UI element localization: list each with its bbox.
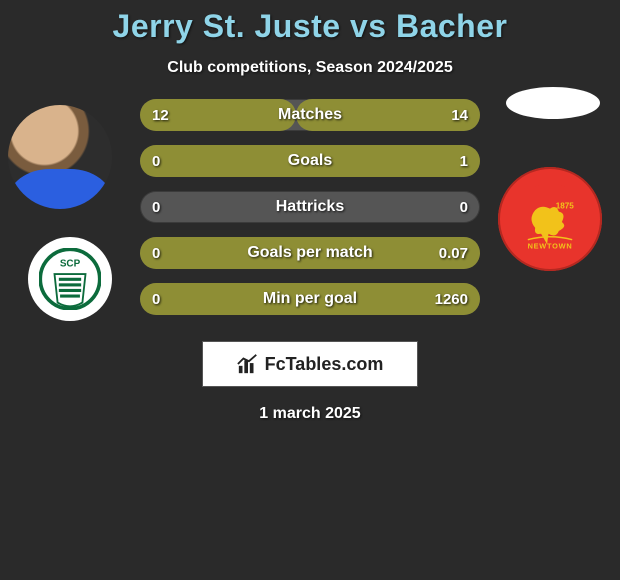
brand-text: FcTables.com: [265, 354, 384, 375]
stat-row: 0 Hattricks 0: [140, 191, 480, 223]
stat-value-left: 0: [152, 291, 160, 308]
stat-label: Goals per match: [247, 244, 372, 262]
stat-value-left: 0: [152, 199, 160, 216]
page-title: Jerry St. Juste vs Bacher: [0, 0, 620, 45]
stat-value-left: 0: [152, 153, 160, 170]
brand-box[interactable]: FcTables.com: [202, 341, 418, 387]
stat-label: Min per goal: [263, 290, 357, 308]
sporting-cp-icon: SCP: [39, 248, 101, 310]
stat-value-right: 0: [460, 199, 468, 216]
svg-text:NEWTOWN: NEWTOWN: [528, 242, 573, 251]
stat-row: 0 Min per goal 1260: [140, 283, 480, 315]
stat-label: Hattricks: [276, 198, 344, 216]
svg-text:SCP: SCP: [60, 259, 81, 270]
stat-label: Goals: [288, 152, 332, 170]
stat-value-right: 1: [460, 153, 468, 170]
subtitle: Club competitions, Season 2024/2025: [0, 59, 620, 77]
stat-value-right: 0.07: [439, 245, 468, 262]
stat-value-left: 12: [152, 107, 169, 124]
club-right-badge: 1875 NEWTOWN: [498, 167, 602, 271]
bar-chart-icon: [237, 353, 259, 375]
stat-row: 0 Goals per match 0.07: [140, 237, 480, 269]
newtown-afc-icon: 1875 NEWTOWN: [513, 182, 587, 256]
stat-value-right: 14: [451, 107, 468, 124]
club-left-badge: SCP: [28, 237, 112, 321]
svg-text:1875: 1875: [556, 202, 575, 211]
stat-label: Matches: [278, 106, 342, 124]
player-left-jersey: [8, 169, 112, 209]
stat-row: 12 Matches 14: [140, 99, 480, 131]
stats-column: 12 Matches 14 0 Goals 1 0 Hattricks 0 0 Goals per …: [140, 99, 480, 329]
player-left-avatar: [8, 105, 112, 209]
stat-row: 0 Goals 1: [140, 145, 480, 177]
stat-value-right: 1260: [435, 291, 468, 308]
player-right-avatar: [506, 87, 600, 119]
stat-value-left: 0: [152, 245, 160, 262]
date-stamp: 1 march 2025: [0, 405, 620, 423]
